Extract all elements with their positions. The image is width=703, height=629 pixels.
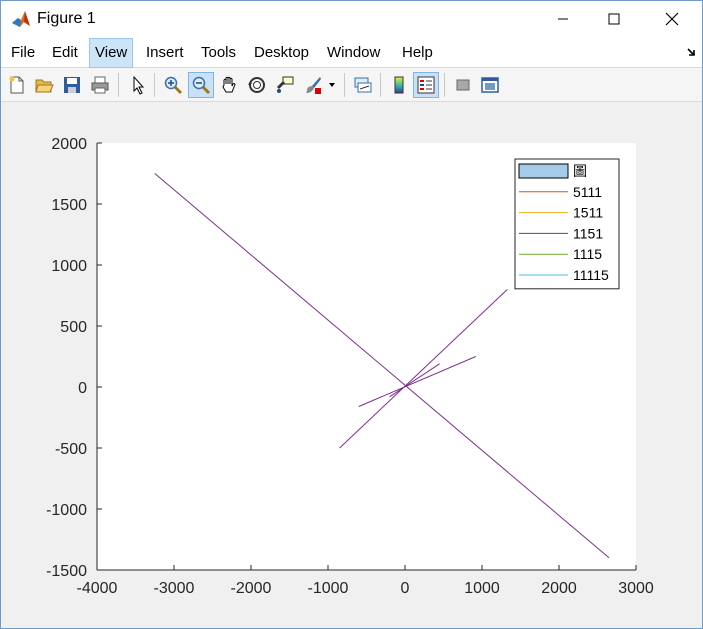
legend-label: 圖	[573, 163, 587, 179]
menu-file[interactable]: File	[11, 44, 36, 61]
menu-insert[interactable]: Insert	[146, 44, 184, 61]
menu-edit[interactable]: Edit	[52, 44, 78, 61]
y-tick-label: 2000	[51, 136, 87, 153]
y-tick-label: 1000	[51, 258, 87, 275]
save-icon	[64, 77, 80, 93]
legend-label: 1115	[573, 246, 602, 262]
y-tick-label: 500	[60, 319, 87, 336]
menu-tools[interactable]: Tools	[201, 44, 237, 61]
colorbar-button[interactable]	[386, 72, 412, 98]
y-tick-label: -500	[55, 441, 87, 458]
minimize-icon	[558, 18, 568, 20]
print-icon	[91, 76, 109, 94]
save-button[interactable]	[59, 72, 85, 98]
show-plot-tools-icon	[481, 77, 499, 93]
dock-arrow-icon[interactable]	[687, 47, 697, 57]
show-plot-tools-button[interactable]	[477, 72, 503, 98]
new-figure-button[interactable]	[4, 72, 30, 98]
x-tick-label: 3000	[618, 580, 654, 597]
legend-box[interactable]	[514, 158, 620, 290]
toolbar-separator	[154, 73, 155, 97]
menu-bar: File Edit View Insert Tools Desktop Wind…	[1, 38, 702, 68]
pan-button[interactable]	[216, 72, 242, 98]
x-tick-label: -3000	[154, 580, 195, 597]
zoom-in-icon	[164, 76, 183, 95]
chevron-down-icon	[329, 83, 335, 87]
brush-button[interactable]	[300, 72, 326, 98]
figure-toolbar	[1, 68, 702, 102]
legend-label: 5111	[573, 184, 602, 200]
colorbar-icon	[394, 76, 404, 94]
x-tick-label: -1000	[308, 580, 349, 597]
pan-icon	[222, 76, 236, 93]
series-line-3[interactable]	[389, 363, 440, 398]
link-plot-button[interactable]	[350, 72, 376, 98]
x-tick-label: 2000	[541, 580, 577, 597]
menu-view[interactable]: View	[89, 38, 134, 68]
series-line-2[interactable]	[358, 356, 476, 407]
close-icon	[665, 12, 679, 26]
maximize-button[interactable]	[591, 1, 637, 37]
menu-desktop[interactable]: Desktop	[254, 44, 310, 61]
y-tick-label: 0	[78, 380, 87, 397]
edit-plot-icon	[133, 75, 145, 95]
title-bar: Figure 1	[1, 1, 702, 38]
minimize-button[interactable]	[540, 1, 586, 37]
plot-area[interactable]: -4000 -3000 -2000 -1000 0 1000 2000 3000 2000 150…	[1, 103, 702, 628]
legend-icon	[417, 76, 435, 94]
x-tick-label: 1000	[464, 580, 500, 597]
zoom-out-button[interactable]	[188, 72, 214, 98]
toolbar-separator	[380, 73, 381, 97]
open-file-icon	[35, 79, 54, 93]
series-line-1[interactable]	[339, 289, 508, 449]
x-tick-label: -4000	[77, 580, 118, 597]
legend-label: 1511	[573, 205, 603, 221]
link-plot-icon	[354, 77, 372, 93]
toolbar-separator	[118, 73, 119, 97]
rotate-3d-icon	[248, 77, 265, 93]
matlab-logo-icon	[11, 9, 31, 29]
rotate-3d-button[interactable]	[244, 72, 270, 98]
menu-window[interactable]: Window	[327, 44, 381, 61]
y-tick-label: 1500	[51, 197, 87, 214]
y-tick-label: -1000	[46, 502, 87, 519]
hide-plot-tools-icon	[456, 79, 470, 91]
legend[interactable]: 圖 5111 1511 1151 1115 11115	[514, 158, 620, 290]
x-tick-label: 0	[401, 580, 410, 597]
legend-patch	[518, 163, 569, 179]
print-button[interactable]	[87, 72, 113, 98]
new-figure-icon	[9, 76, 24, 94]
hide-plot-tools-button[interactable]	[450, 72, 476, 98]
legend-label: 11115	[573, 267, 609, 283]
toolbar-separator	[344, 73, 345, 97]
close-button[interactable]	[649, 1, 695, 37]
data-cursor-icon	[277, 76, 294, 93]
brush-icon	[306, 77, 321, 94]
y-tick-label: -1500	[46, 563, 87, 580]
series-layer	[154, 173, 610, 559]
window-title: Figure 1	[37, 10, 96, 27]
legend-label: 1151	[573, 225, 603, 241]
edit-plot-button[interactable]	[125, 72, 151, 98]
maximize-icon	[608, 13, 620, 25]
axes: -4000 -3000 -2000 -1000 0 1000 2000 3000 2000 150…	[46, 136, 654, 597]
series-line-0[interactable]	[154, 173, 610, 559]
zoom-in-button[interactable]	[160, 72, 186, 98]
brush-dropdown-button[interactable]	[325, 72, 339, 98]
zoom-out-icon	[192, 76, 211, 95]
figure-canvas: -4000 -3000 -2000 -1000 0 1000 2000 3000 2000 150…	[1, 103, 702, 628]
menu-help[interactable]: Help	[402, 44, 433, 61]
data-cursor-button[interactable]	[272, 72, 298, 98]
x-tick-label: -2000	[231, 580, 272, 597]
legend-button[interactable]	[413, 72, 439, 98]
open-file-button[interactable]	[31, 72, 57, 98]
toolbar-separator	[444, 73, 445, 97]
